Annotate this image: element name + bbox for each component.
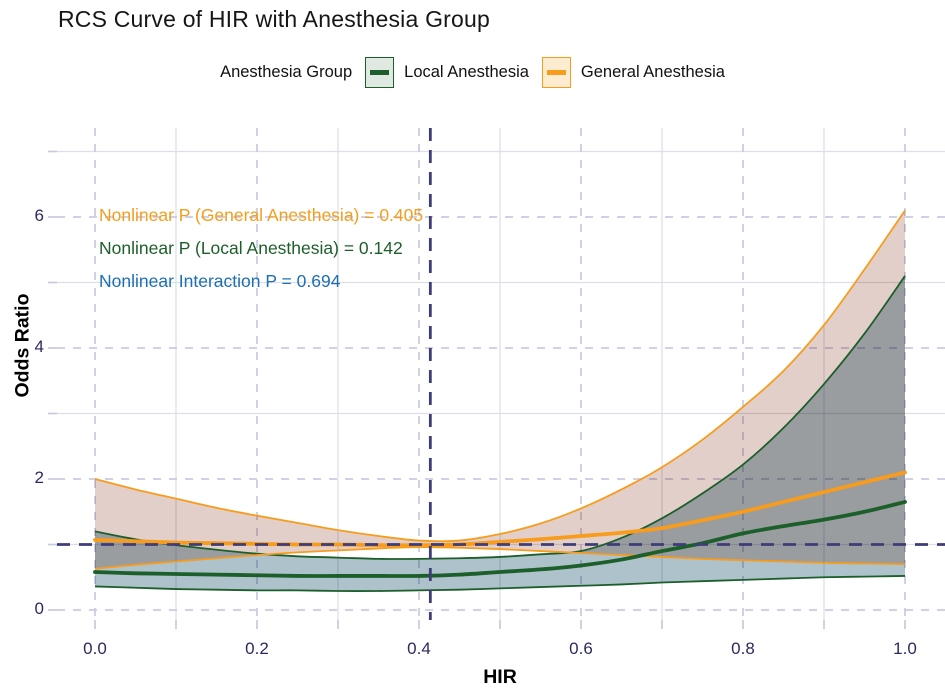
legend: Anesthesia Group Local Anesthesia Genera… xyxy=(0,52,945,92)
chart-title: RCS Curve of HIR with Anesthesia Group xyxy=(58,6,490,32)
general-anesthesia-key-line-icon xyxy=(546,69,566,75)
annotation-nonlinear-interaction-p: Nonlinear Interaction P = 0.694 xyxy=(99,271,341,291)
legend-item-general-anesthesia: General Anesthesia xyxy=(541,56,725,88)
annotation-nonlinear-p-local: Nonlinear P (Local Anesthesia) = 0.142 xyxy=(99,238,403,258)
y-tick-label: 4 xyxy=(34,337,44,356)
ci-lower-line xyxy=(94,575,906,592)
annotation-nonlinear-p-general: Nonlinear P (General Anesthesia) = 0.405 xyxy=(99,205,424,225)
or-curve xyxy=(93,470,907,548)
x-tick-label: 0.0 xyxy=(83,639,107,658)
legend-title: Anesthesia Group xyxy=(220,62,353,81)
y-tick-label: 6 xyxy=(34,206,44,225)
plot-canvas xyxy=(48,128,945,629)
legend-item-label: General Anesthesia xyxy=(580,62,725,81)
local-anesthesia-key-icon xyxy=(365,56,395,88)
local-anesthesia-key-line-icon xyxy=(370,69,390,75)
y-tick-label: 0 xyxy=(34,599,44,618)
x-tick-label: 0.2 xyxy=(245,639,269,658)
ci-upper-line xyxy=(94,209,906,543)
ci-lower-line xyxy=(94,546,906,570)
ci-ribbon xyxy=(95,210,905,569)
x-tick-label: 1.0 xyxy=(893,639,917,658)
x-tick-label: 0.4 xyxy=(407,639,431,658)
plot-region: Nonlinear P (General Anesthesia) = 0.405… xyxy=(0,110,945,699)
legend-item-local-anesthesia: Local Anesthesia xyxy=(365,56,529,88)
y-tick-label: 2 xyxy=(34,468,44,487)
x-tick-label: 0.6 xyxy=(569,639,593,658)
legend-item-label: Local Anesthesia xyxy=(404,62,529,81)
general-anesthesia-key-icon xyxy=(541,56,571,88)
ci-upper-line xyxy=(94,275,906,560)
or-curve xyxy=(93,500,907,578)
x-tick-label: 0.8 xyxy=(731,639,755,658)
x-axis-title: HIR xyxy=(483,666,517,688)
